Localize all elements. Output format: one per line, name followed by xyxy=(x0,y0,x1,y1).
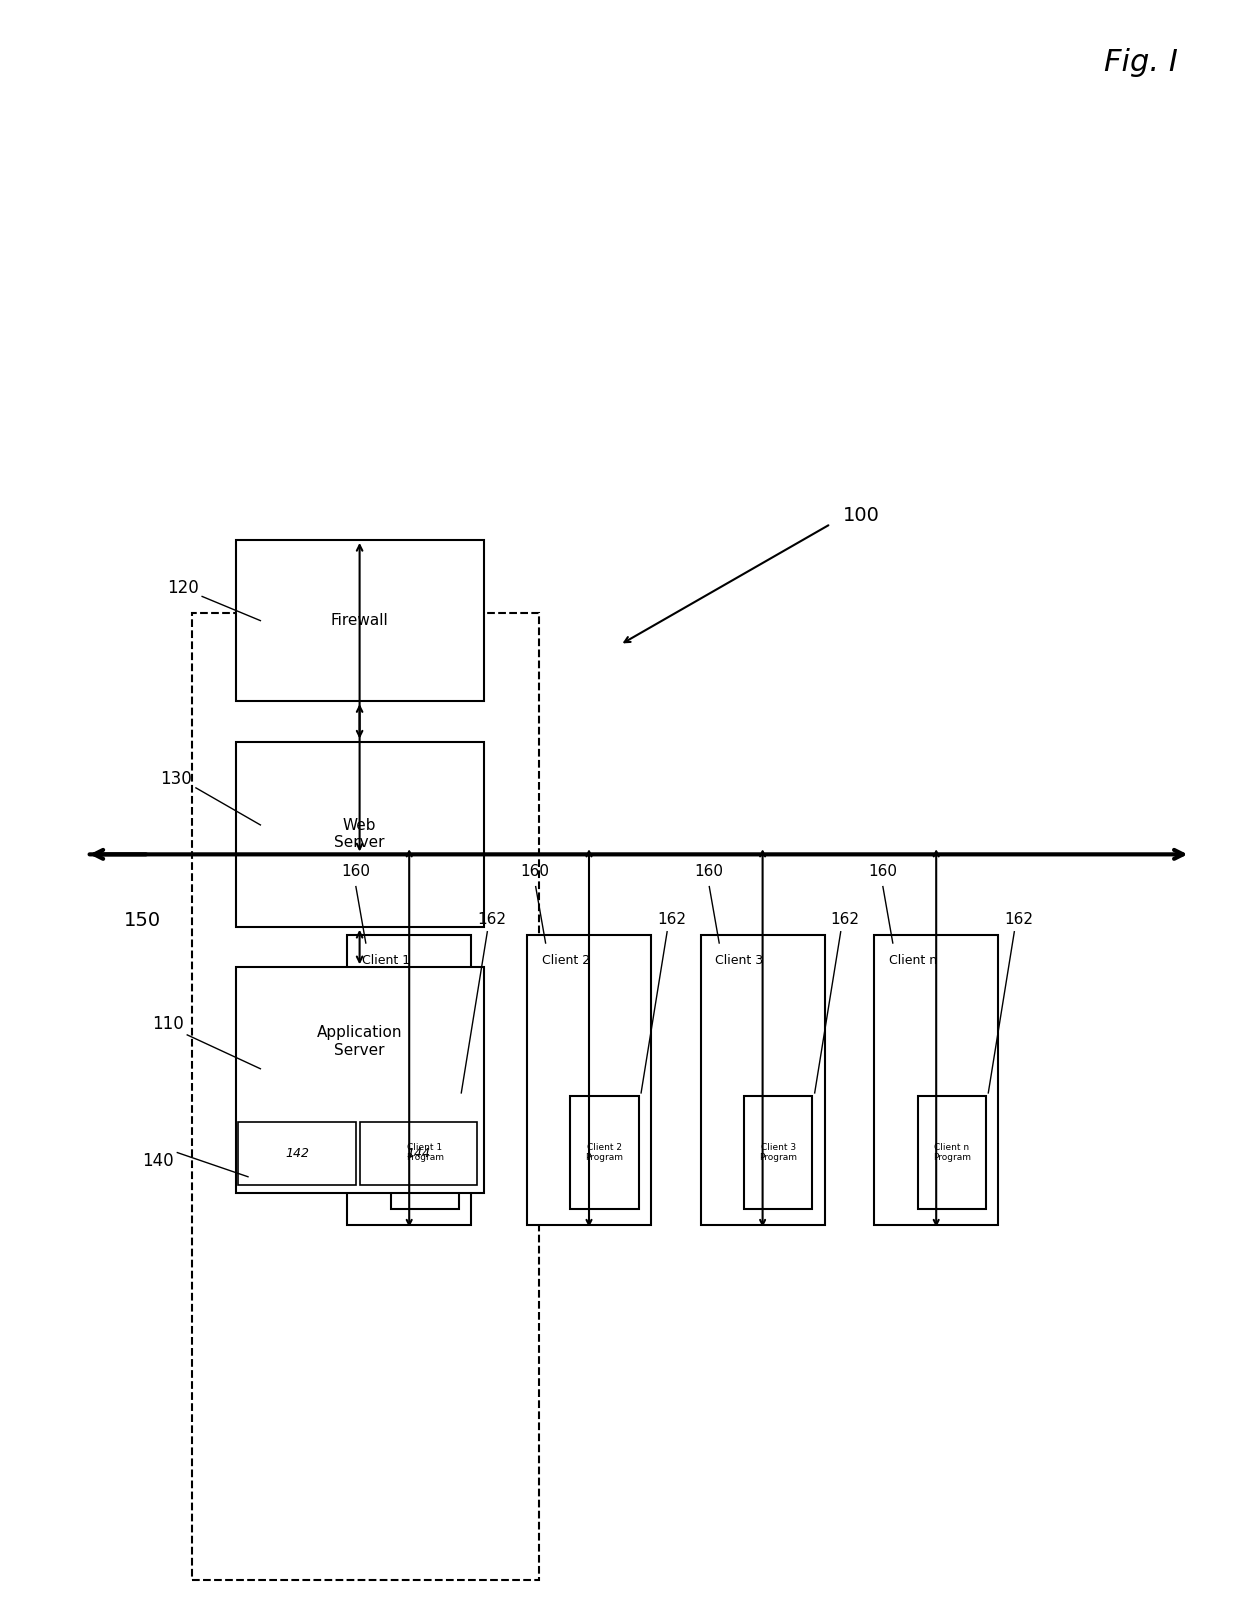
Bar xyxy=(874,935,998,1225)
Text: Fig. I: Fig. I xyxy=(1104,48,1178,77)
Text: 160: 160 xyxy=(868,864,897,879)
Text: Client 3: Client 3 xyxy=(715,954,764,967)
Text: 160: 160 xyxy=(341,864,370,879)
Text: Client 2: Client 2 xyxy=(542,954,590,967)
Bar xyxy=(347,935,471,1225)
Bar xyxy=(236,742,484,927)
Bar xyxy=(918,1096,986,1209)
Bar xyxy=(570,1096,639,1209)
Text: 140: 140 xyxy=(141,1151,174,1170)
Bar xyxy=(360,1122,477,1185)
Text: Client 1: Client 1 xyxy=(362,954,410,967)
Text: 162: 162 xyxy=(831,912,859,927)
Text: 142: 142 xyxy=(285,1146,309,1159)
Text: 120: 120 xyxy=(166,579,198,598)
Bar xyxy=(236,967,484,1193)
Bar xyxy=(192,613,539,1580)
Text: 130: 130 xyxy=(160,769,192,788)
Text: Client 1
Program: Client 1 Program xyxy=(405,1143,444,1162)
Text: 162: 162 xyxy=(657,912,686,927)
Text: 150: 150 xyxy=(124,911,161,930)
Text: Client n
Program: Client n Program xyxy=(932,1143,971,1162)
Text: Client 3
Program: Client 3 Program xyxy=(759,1143,797,1162)
Text: 162: 162 xyxy=(1004,912,1033,927)
Text: 100: 100 xyxy=(843,506,880,526)
Text: Application
Server: Application Server xyxy=(317,1025,402,1057)
Text: 162: 162 xyxy=(477,912,506,927)
Text: 110: 110 xyxy=(151,1014,184,1033)
Text: 144: 144 xyxy=(407,1146,430,1159)
Bar xyxy=(744,1096,812,1209)
Text: Web
Server: Web Server xyxy=(335,817,384,851)
Text: 160: 160 xyxy=(694,864,723,879)
Text: Client 2
Program: Client 2 Program xyxy=(585,1143,624,1162)
Text: Client n: Client n xyxy=(889,954,937,967)
Bar xyxy=(701,935,825,1225)
Bar xyxy=(236,540,484,701)
Bar xyxy=(527,935,651,1225)
Text: 160: 160 xyxy=(521,864,549,879)
Bar xyxy=(391,1096,459,1209)
Text: Firewall: Firewall xyxy=(331,613,388,629)
Bar xyxy=(238,1122,356,1185)
